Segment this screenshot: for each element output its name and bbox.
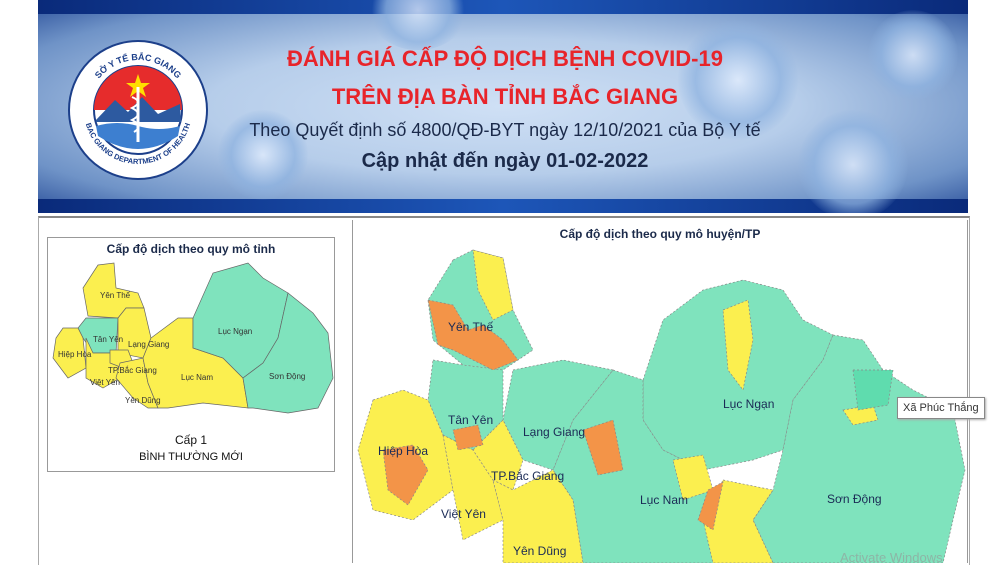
virus-decoration [678,20,798,140]
region-yen-dung[interactable] [492,469,584,563]
label-luc-ngan: Lục Ngạn [723,397,775,411]
label-son-dong: Sơn Động [827,492,882,506]
activate-windows-watermark: Activate Windows [840,550,943,565]
label-hiep-hoa: Hiệp Hòa [58,350,92,359]
banner-bottom-stripe [38,199,968,213]
province-map-title: Cấp độ dịch theo quy mô tỉnh [106,242,276,256]
header-banner [38,0,968,213]
label-lang-giang: Lạng Giang [523,425,586,439]
province-map-panel: Cấp độ dịch theo quy mô tỉnh Yên Thế Tân… [47,237,335,472]
content-frame [38,216,970,565]
label-yen-dung: Yên Dũng [125,396,161,405]
region-yellow-yen-the[interactable] [472,249,514,321]
label-tp-bac-giang: TP.Bắc Giang [491,469,565,483]
district-map-title: Cấp độ dịch theo quy mô huyện/TP [559,227,761,241]
label-yen-the: Yên Thế [448,320,494,334]
subtitle: Theo Quyết định số 4800/QĐ-BYT ngày 12/1… [249,120,761,140]
label-tp-bac-giang: TP.Bắc Giang [108,366,157,375]
region-yellow-luc-ngan[interactable] [722,299,754,391]
level-name: BÌNH THƯỜNG MỚI [139,451,243,463]
province-map [52,262,334,414]
label-luc-nam: Lục Nam [181,373,214,382]
label-viet-yen: Việt Yên [441,507,486,521]
district-hiep-hoa[interactable] [52,327,87,379]
region-phuc-thang[interactable] [852,369,894,411]
label-hiep-hoa: Hiệp Hòa [378,444,429,458]
district-map-panel: Cấp độ dịch theo quy mô huyện/TP Yê [352,220,968,563]
region-orange-luc-nam[interactable] [697,481,724,531]
label-tan-yen: Tân Yên [448,413,494,427]
label-lang-giang: Lạng Giang [128,340,170,349]
label-son-dong: Sơn Động [269,372,306,381]
district-son-dong[interactable] [242,292,334,414]
label-tan-yen: Tân Yên [93,335,124,344]
label-luc-nam: Lục Nam [640,493,689,507]
label-luc-ngan: Lục Ngạn [218,327,253,336]
district-map [357,249,966,563]
virus-decoration [868,10,958,100]
virus-decoration [798,110,908,213]
title-line-1: ĐÁNH GIÁ CẤP ĐỘ DỊCH BỆNH COVID-19 [287,46,723,71]
health-department-logo: SỞ Y TẾ BẮC GIANG BAC GIANG DEPARTMENT O… [68,40,208,180]
region-orange-yen-the[interactable] [427,299,519,371]
update-date: Cập nhật đến ngày 01-02-2022 [361,150,649,172]
banner-top-stripe [38,0,968,14]
region-orange-tan-yen[interactable] [452,424,484,451]
region-tp-bac-giang[interactable] [472,419,524,491]
virus-decoration [218,110,308,200]
label-viet-yen: Việt Yên [90,378,120,387]
title-line-2: TRÊN ĐỊA BÀN TỈNH BẮC GIANG [331,84,679,109]
commune-tooltip: Xã Phúc Thắng [897,397,985,419]
label-yen-the: Yên Thế [100,291,131,300]
virus-decoration [368,0,468,50]
label-yen-dung: Yên Dũng [513,544,567,558]
region-yellow-luc-nam[interactable] [702,479,774,563]
level-label: Cấp 1 [174,433,208,447]
region-orange-hiep-hoa[interactable] [382,444,429,506]
region-orange-lang-giang[interactable] [582,419,624,476]
region-son-dong[interactable] [752,334,966,563]
region-yellow-luc-ngan-2[interactable] [672,454,714,501]
